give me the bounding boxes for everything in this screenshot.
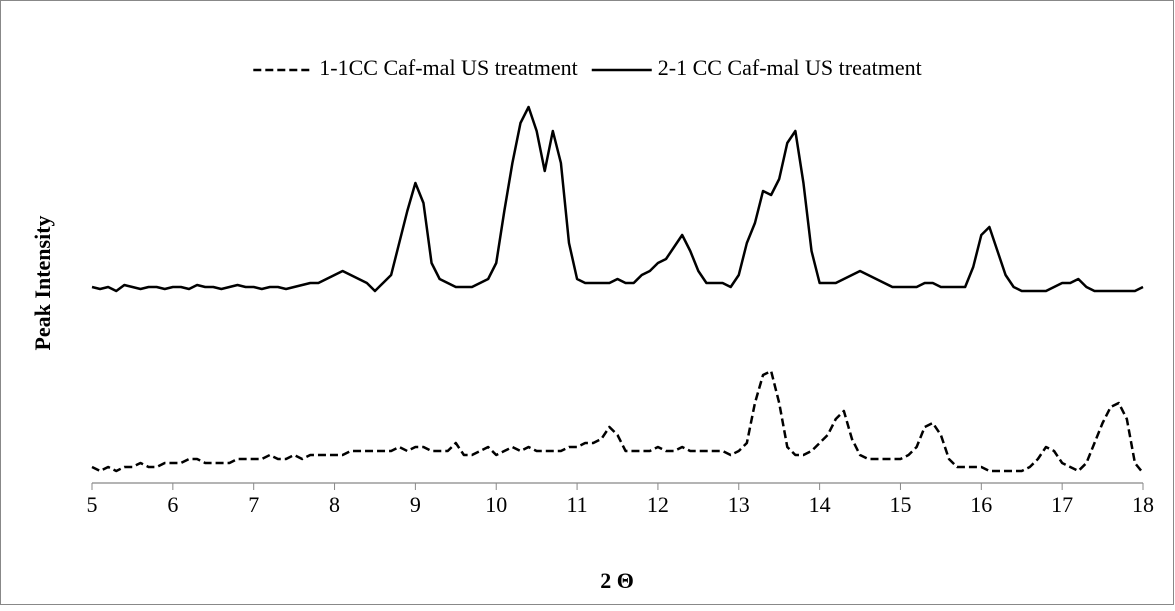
legend-label: 1-1CC Caf-mal US treatment bbox=[319, 55, 577, 80]
x-tick-label: 15 bbox=[889, 492, 911, 517]
x-tick-label: 12 bbox=[647, 492, 669, 517]
series-line bbox=[91, 369, 1144, 474]
x-tick-label: 9 bbox=[410, 492, 421, 517]
x-tick-label: 11 bbox=[566, 492, 587, 517]
legend: 1-1CC Caf-mal US treatment 2-1 CC Caf-mal… bbox=[253, 55, 922, 80]
legend-label: 2-1 CC Caf-mal US treatment bbox=[658, 55, 922, 80]
x-tick-label: 7 bbox=[248, 492, 259, 517]
x-tick-label: 14 bbox=[809, 492, 831, 517]
x-tick-label: 6 bbox=[167, 492, 178, 517]
x-tick-label: 13 bbox=[728, 492, 750, 517]
x-tick-label: 10 bbox=[485, 492, 507, 517]
x-axis-title: 2 Θ bbox=[600, 568, 634, 593]
x-tick-label: 8 bbox=[329, 492, 340, 517]
x-tick-label: 5 bbox=[87, 492, 98, 517]
series-line bbox=[91, 105, 1144, 293]
x-tick-label: 16 bbox=[970, 492, 992, 517]
y-axis-title: Peak Intensity bbox=[30, 215, 55, 350]
x-tick-label: 18 bbox=[1132, 492, 1154, 517]
x-tick-label: 17 bbox=[1051, 492, 1073, 517]
